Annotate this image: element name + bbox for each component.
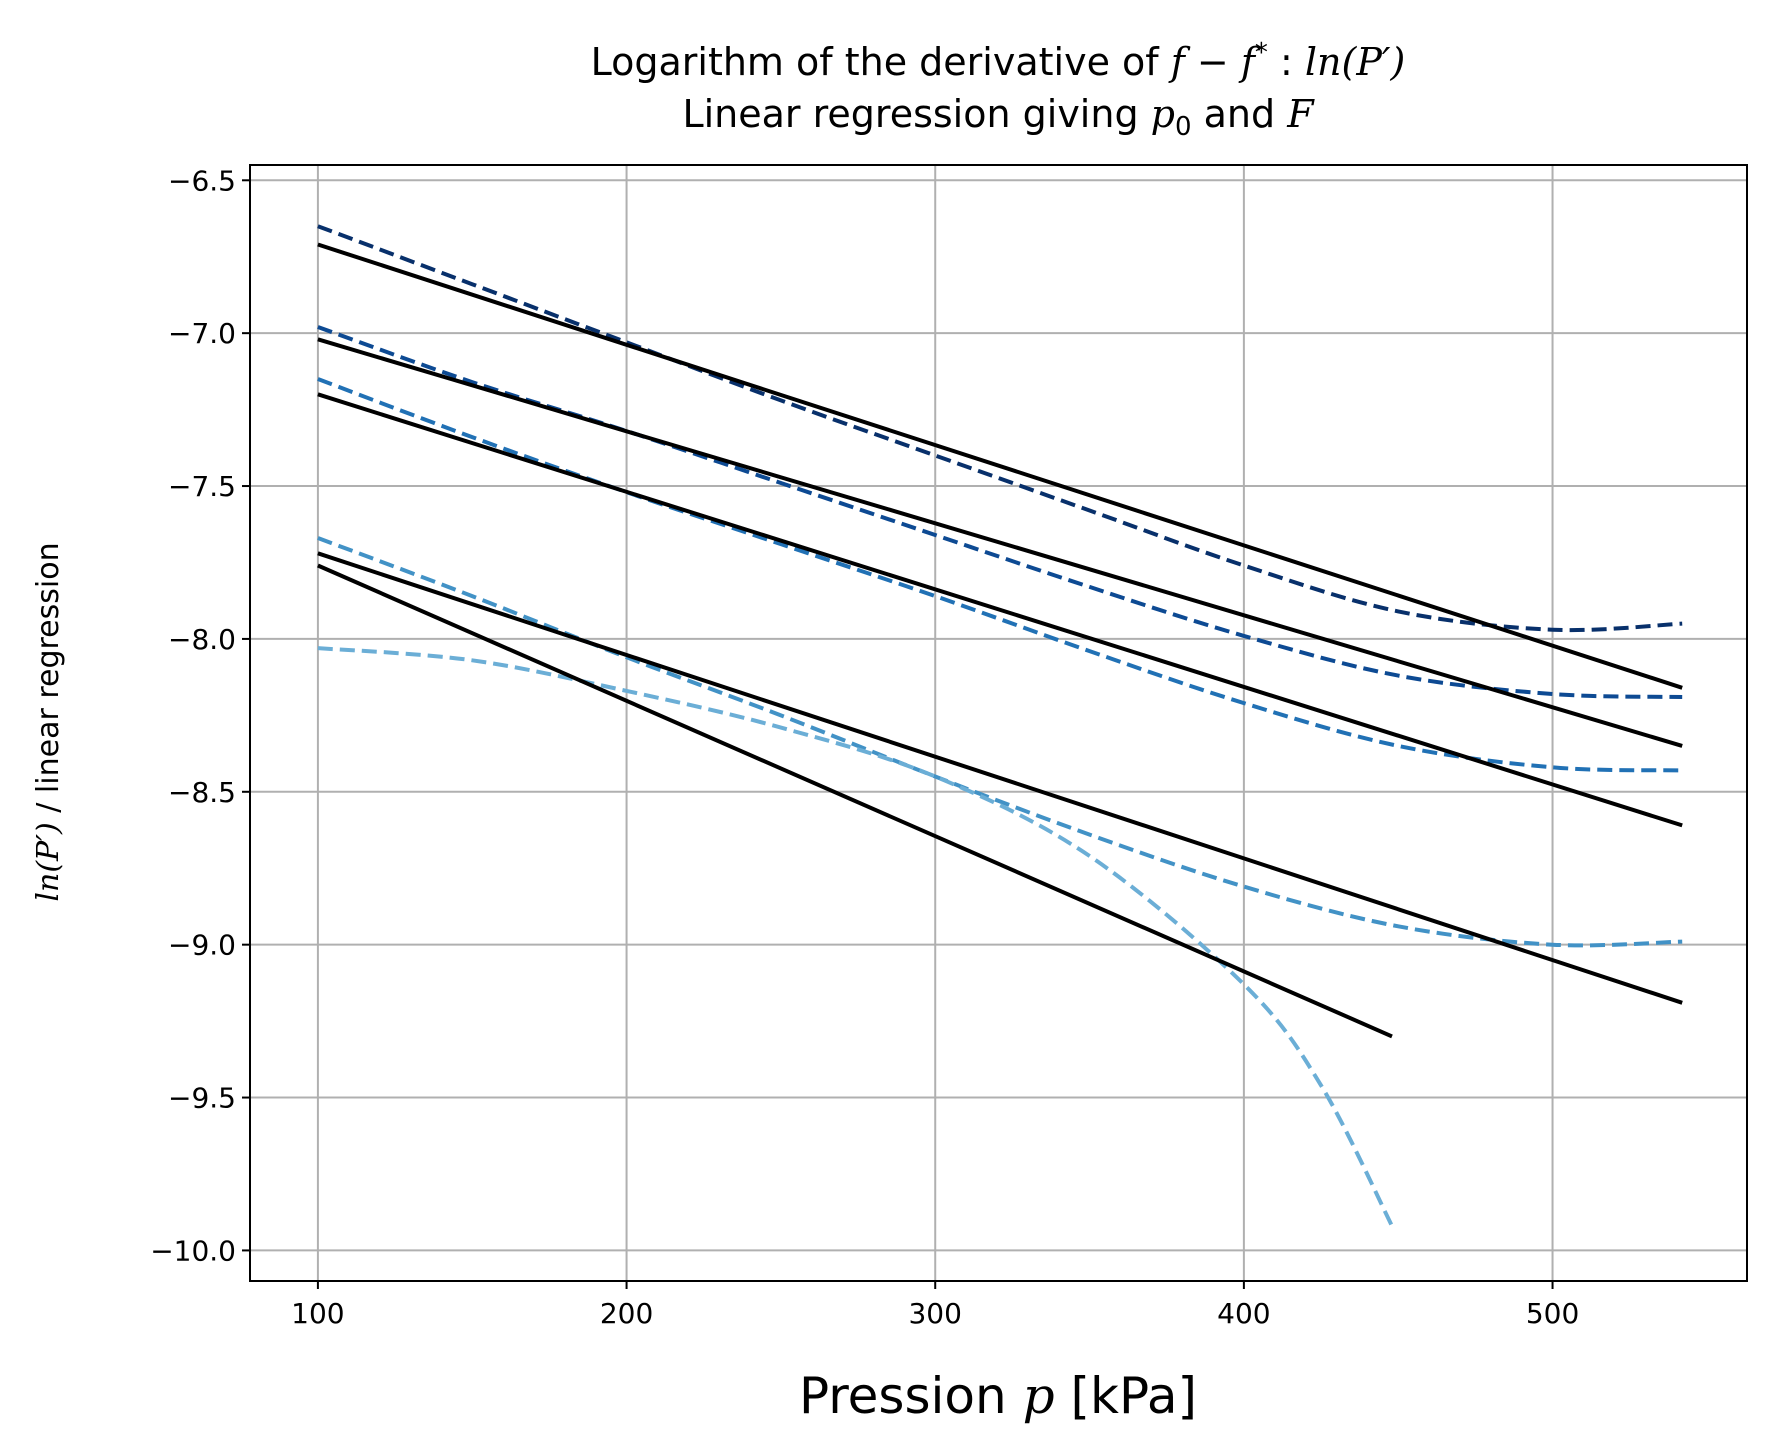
grid bbox=[250, 165, 1747, 1281]
plot-frame bbox=[249, 164, 1748, 1282]
y-tick-label: −7.0 bbox=[168, 317, 236, 350]
chart-title-line-1: Logarithm of the derivative of f − f* : … bbox=[591, 38, 1406, 84]
y-tick-label: −8.5 bbox=[168, 776, 236, 809]
x-tick-label: 100 bbox=[291, 1297, 344, 1330]
x-tick-label: 200 bbox=[600, 1297, 653, 1330]
dashed-curve-1 bbox=[317, 325, 1683, 699]
dashed-curve-2 bbox=[317, 377, 1683, 773]
regression-line-9 bbox=[317, 563, 1393, 1039]
y-tick-label: −10.0 bbox=[150, 1234, 236, 1267]
x-tick-label: 300 bbox=[908, 1297, 961, 1330]
regression-line-8 bbox=[317, 551, 1683, 1005]
dashed-curve-4 bbox=[317, 646, 1394, 1227]
dashed-curve-3 bbox=[317, 536, 1683, 948]
chart-title-line-2: Linear regression giving p0 and F bbox=[682, 92, 1315, 142]
x-tick-label: 500 bbox=[1526, 1297, 1579, 1330]
x-tick-label: 400 bbox=[1217, 1297, 1270, 1330]
series-layer bbox=[317, 224, 1683, 1227]
y-tick-label: −9.0 bbox=[168, 929, 236, 962]
dashed-curve-0 bbox=[317, 224, 1683, 633]
ticks: 100 200 300 400 500 −6.5 −7.0 −7.5 −8.0 −8.5 −9.0 −… bbox=[150, 164, 1579, 1330]
y-tick-label: −9.5 bbox=[168, 1082, 236, 1115]
x-axis-label: Pression p [kPa] bbox=[799, 1367, 1197, 1425]
regression-line-7 bbox=[317, 392, 1683, 828]
y-axis-label: ln(P′) / linear regression bbox=[31, 542, 66, 901]
y-tick-label: −7.5 bbox=[168, 470, 236, 503]
regression-line-6 bbox=[317, 337, 1683, 748]
y-tick-label: −8.0 bbox=[168, 623, 236, 656]
y-tick-label: −6.5 bbox=[168, 164, 236, 197]
regression-line-5 bbox=[317, 242, 1683, 690]
